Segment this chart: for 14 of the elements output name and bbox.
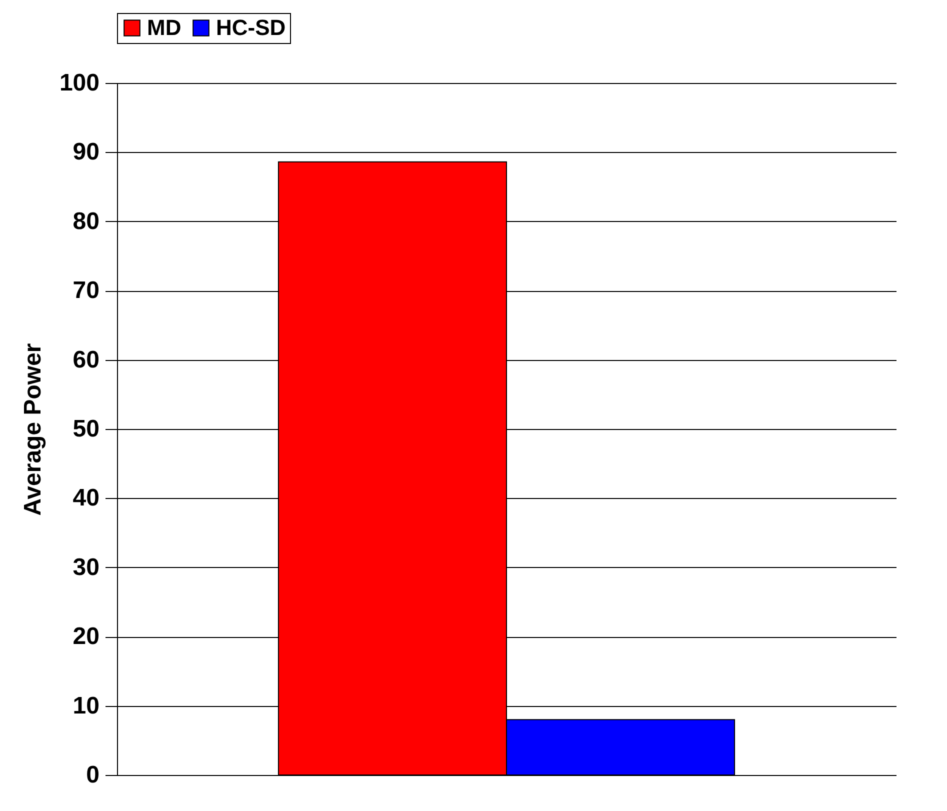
y-tick-label: 0: [86, 762, 100, 788]
y-tick-label: 10: [72, 692, 100, 720]
y-tick-label: 30: [72, 554, 100, 581]
y-tick-label: 40: [72, 484, 100, 512]
legend-label: MD: [147, 15, 182, 40]
y-axis-title: Average Power: [19, 343, 46, 516]
y-tick-label: 80: [72, 208, 100, 235]
y-tick-label: 60: [72, 346, 100, 374]
legend-label: HC-SD: [216, 15, 286, 40]
y-tick-label: 100: [59, 70, 100, 96]
y-tick-label: 20: [72, 623, 100, 650]
y-tick-label: 90: [72, 138, 100, 166]
y-tick-label: 70: [72, 277, 100, 304]
y-tick-label: 50: [72, 416, 100, 442]
